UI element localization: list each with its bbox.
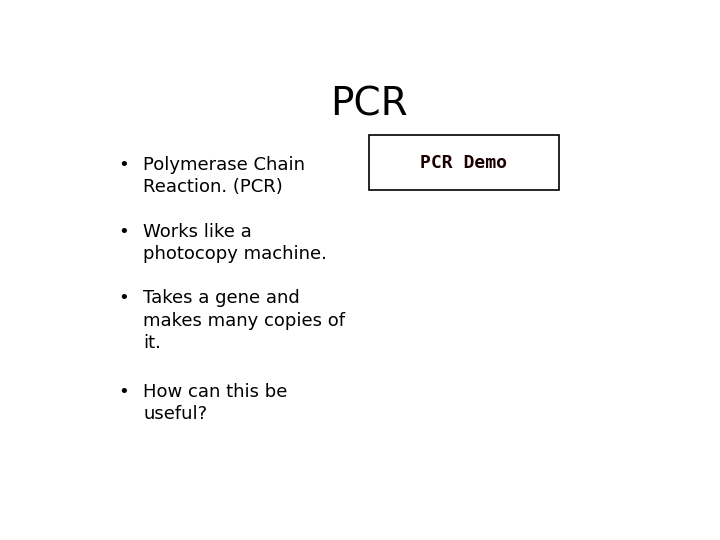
Text: How can this be
useful?: How can this be useful? [143,383,287,423]
Text: Works like a
photocopy machine.: Works like a photocopy machine. [143,223,327,263]
Text: Takes a gene and
makes many copies of
it.: Takes a gene and makes many copies of it… [143,289,345,352]
Text: •: • [118,289,129,307]
Text: •: • [118,223,129,241]
Text: PCR: PCR [330,85,408,124]
Text: PCR Demo: PCR Demo [420,153,508,172]
Text: •: • [118,383,129,401]
Text: Polymerase Chain
Reaction. (PCR): Polymerase Chain Reaction. (PCR) [143,156,305,197]
FancyBboxPatch shape [369,136,559,190]
Text: •: • [118,156,129,174]
